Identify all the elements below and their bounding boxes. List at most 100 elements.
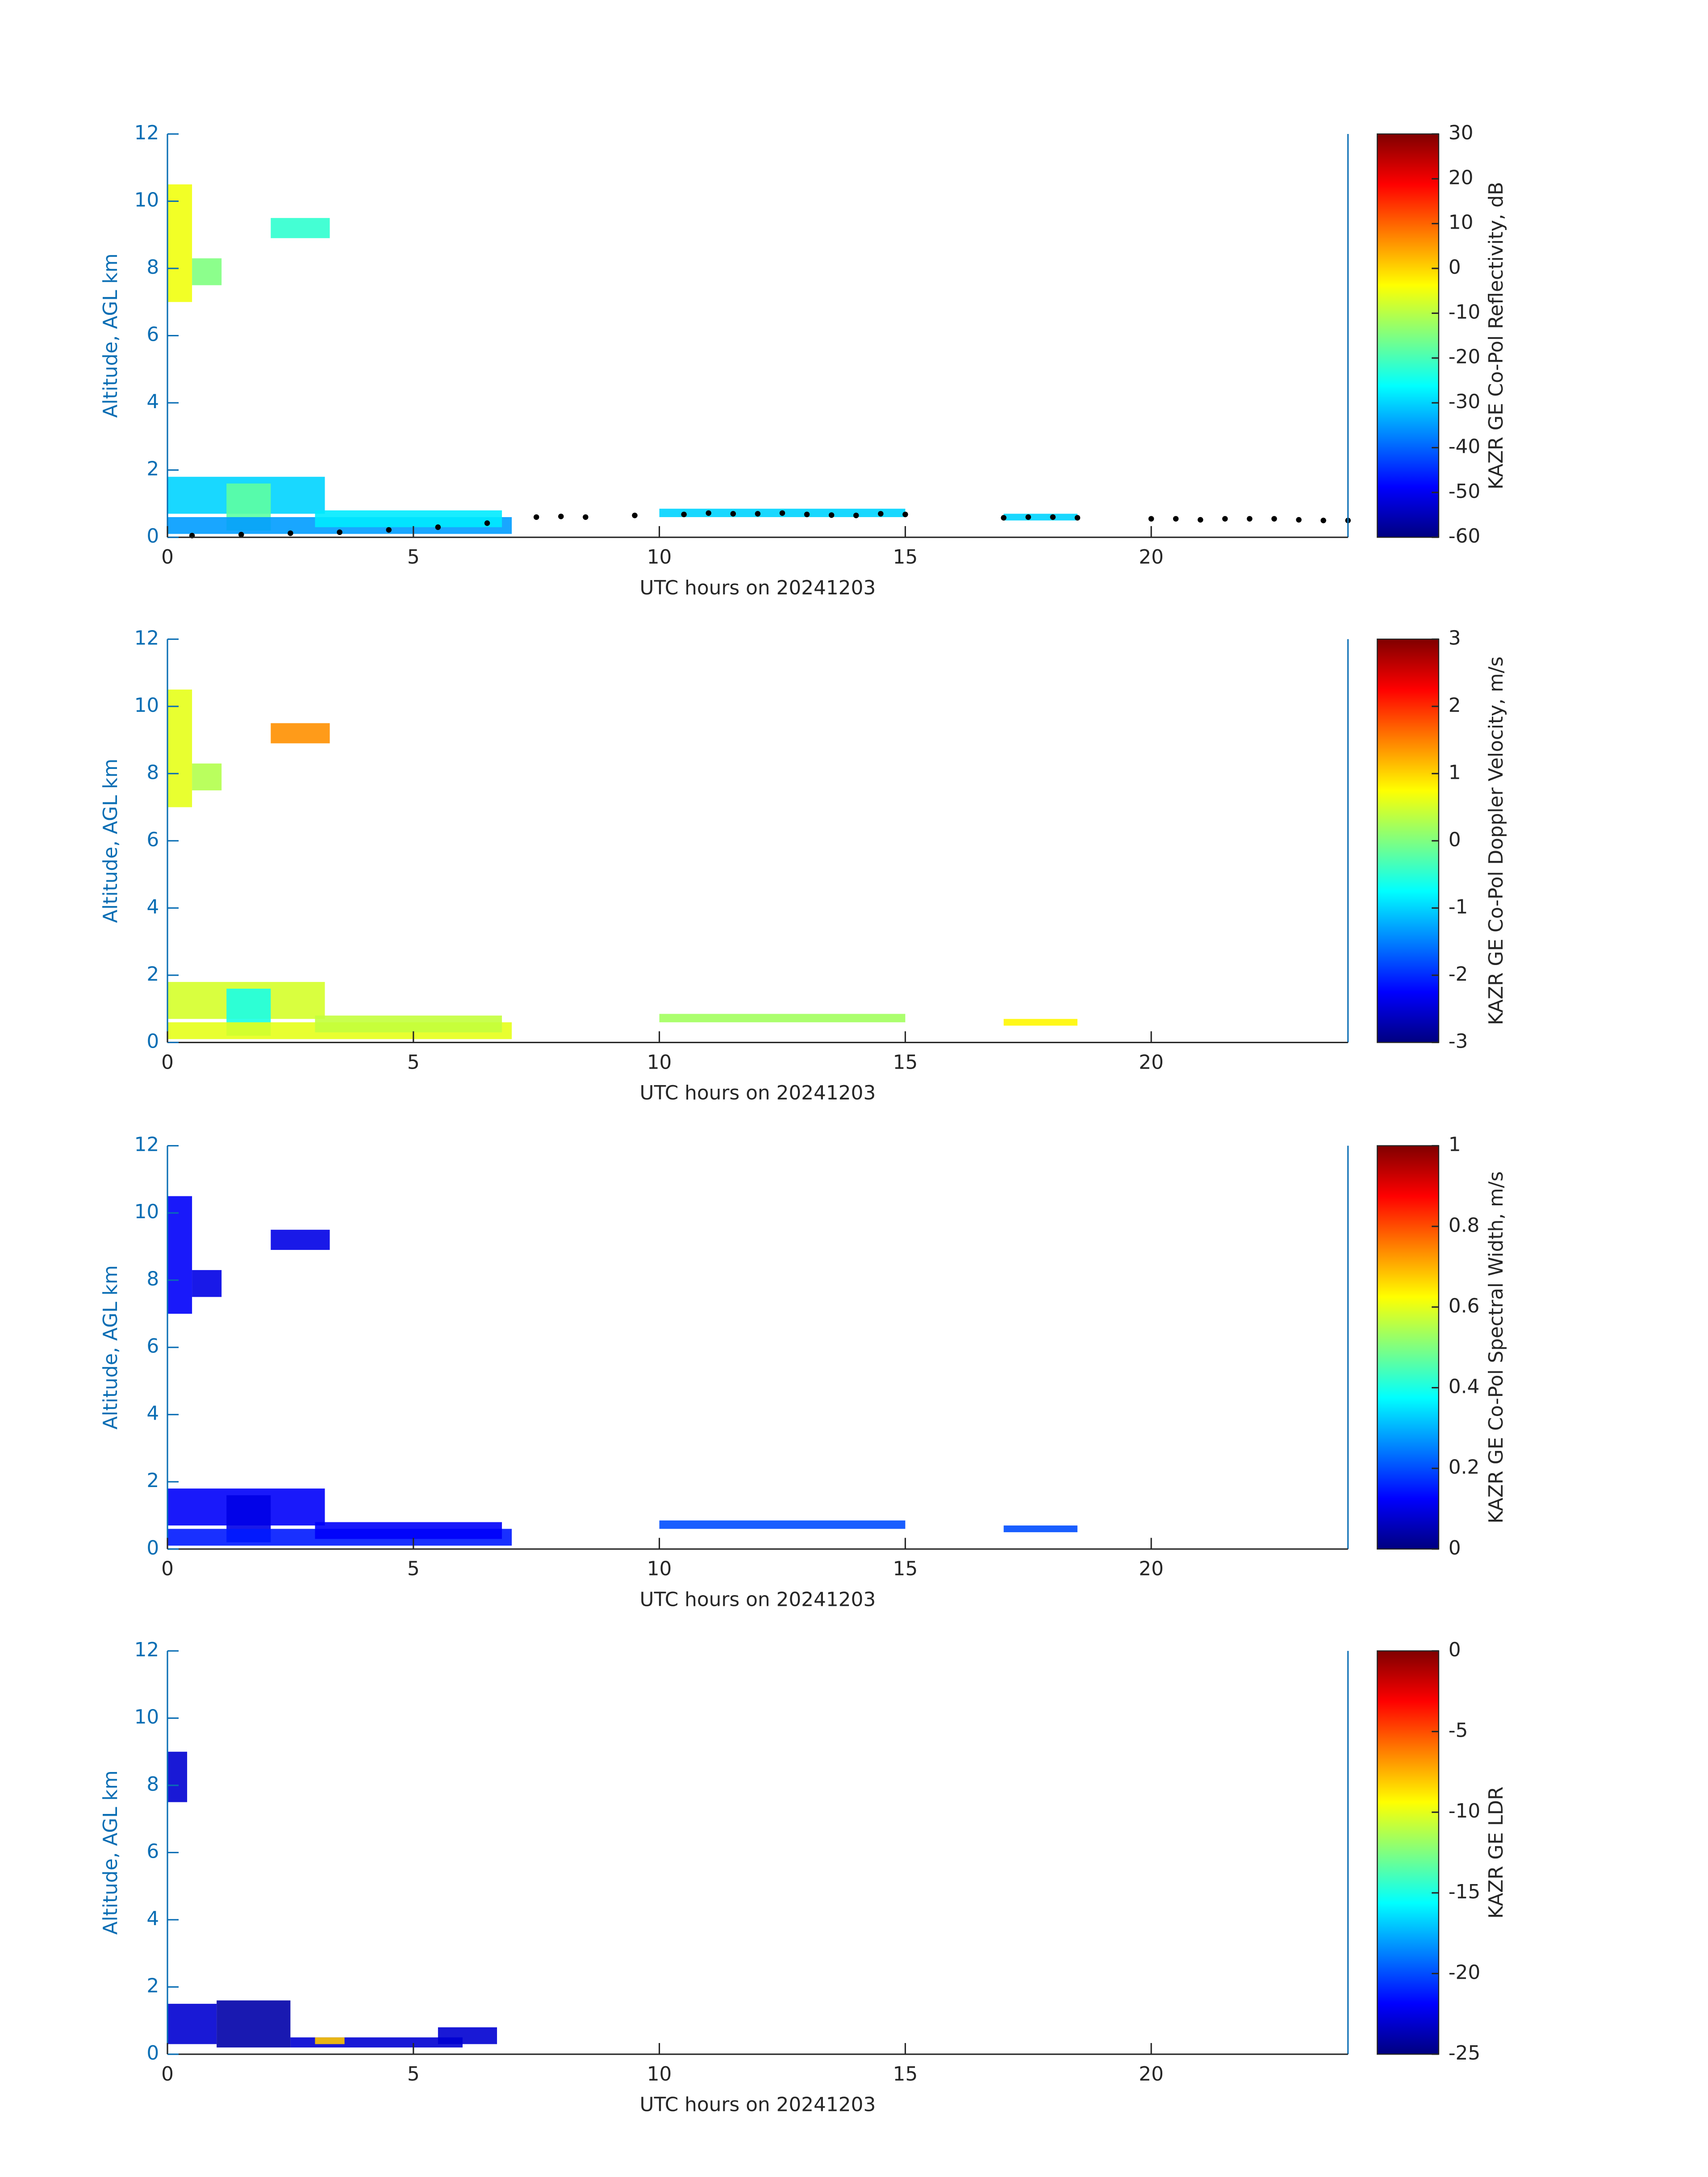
colorbar-tick-label: -20 (1449, 346, 1480, 368)
echo-cell (659, 1520, 906, 1529)
echo-cell (1003, 1525, 1077, 1533)
x-tick-label: 0 (161, 546, 174, 568)
colorbar (1377, 133, 1440, 538)
marker (1173, 516, 1179, 522)
colorbar-tick-label: -30 (1449, 390, 1480, 413)
y-tick-label: 4 (146, 1907, 159, 1930)
marker (878, 511, 884, 517)
colorbar-tick-label: 20 (1449, 166, 1474, 189)
colorbar-label: KAZR GE Co-Pol Spectral Width, m/s (1485, 1171, 1508, 1524)
x-axis-label: UTC hours on 20241203 (640, 1082, 876, 1104)
y-axis-label: Altitude, AGL km (99, 254, 122, 418)
y-tick-label: 6 (146, 1335, 159, 1358)
y-tick-label: 4 (146, 895, 159, 918)
echo-cell (315, 2037, 345, 2044)
x-tick-label: 0 (161, 2063, 174, 2085)
y-tick-label: 6 (146, 1840, 159, 1863)
marker (1271, 516, 1277, 522)
echo-cell (192, 1270, 222, 1297)
x-tick-label: 10 (647, 1558, 672, 1580)
x-tick-label: 20 (1139, 546, 1164, 568)
y-tick-label: 4 (146, 390, 159, 413)
x-axis-label: UTC hours on 20241203 (640, 2093, 876, 2116)
colorbar-tick-label: 10 (1449, 211, 1474, 234)
echo-cell (167, 689, 192, 807)
marker (238, 531, 244, 538)
x-tick-label: 10 (647, 2063, 672, 2085)
y-tick-label: 2 (146, 458, 159, 481)
marker (337, 529, 342, 535)
echo-cell (315, 1015, 502, 1032)
marker (1247, 516, 1253, 522)
y-tick-label: 12 (134, 627, 159, 649)
marker (1320, 518, 1326, 523)
y-tick-label: 8 (146, 761, 159, 784)
x-tick-label: 20 (1139, 1051, 1164, 1074)
echo-cell (659, 1014, 906, 1023)
echo-cell (1003, 514, 1077, 521)
x-tick-label: 0 (161, 1051, 174, 1074)
marker (828, 512, 835, 518)
y-tick-label: 0 (146, 525, 159, 547)
y-tick-label: 4 (146, 1402, 159, 1425)
y-tick-label: 6 (146, 323, 159, 346)
echo-cell (271, 1229, 330, 1250)
y-tick-label: 12 (134, 1638, 159, 1661)
colorbar-tick-label: 30 (1449, 121, 1474, 144)
marker (1001, 515, 1006, 521)
colorbar (1377, 1145, 1440, 1550)
marker (1074, 515, 1081, 521)
echo-cell (438, 2027, 497, 2044)
marker (1198, 517, 1203, 523)
colorbar-tick-label: 0 (1449, 256, 1461, 279)
colorbar-tick-label: 0 (1449, 1638, 1461, 1661)
y-tick-label: 6 (146, 828, 159, 851)
marker (730, 511, 736, 517)
x-axis-label: UTC hours on 20241203 (640, 577, 876, 599)
x-tick-label: 10 (647, 1051, 672, 1074)
echo-cell (192, 258, 222, 285)
y-tick-label: 2 (146, 1974, 159, 1997)
x-axis-label: UTC hours on 20241203 (640, 1588, 876, 1611)
colorbar-tick-label: -3 (1449, 1030, 1468, 1053)
colorbar (1377, 1650, 1440, 2055)
x-tick-label: 5 (407, 1558, 420, 1580)
marker (755, 511, 761, 517)
colorbar-tick-label: 0.6 (1449, 1295, 1480, 1317)
echo-cell (315, 510, 502, 527)
marker (484, 520, 490, 526)
x-tick-label: 15 (893, 1558, 918, 1580)
marker (583, 514, 589, 520)
marker (681, 511, 687, 518)
colorbar-label: KAZR GE Co-Pol Reflectivity, dB (1485, 182, 1508, 489)
y-tick-label: 0 (146, 2042, 159, 2064)
echo-cell (315, 1522, 502, 1539)
y-axis-label: Altitude, AGL km (99, 1770, 122, 1935)
marker (288, 530, 293, 536)
x-tick-label: 5 (407, 1051, 420, 1074)
colorbar-tick-label: 0 (1449, 828, 1461, 851)
colorbar-tick-label: -25 (1449, 2042, 1480, 2064)
echo-cell (271, 218, 330, 238)
y-tick-label: 10 (134, 189, 159, 212)
marker (632, 512, 638, 518)
marker (902, 511, 908, 518)
colorbar-label: KAZR GE LDR (1485, 1786, 1508, 1918)
colorbar-tick-label: -2 (1449, 963, 1468, 986)
marker (386, 527, 392, 533)
x-tick-label: 20 (1139, 1558, 1164, 1580)
colorbar-tick-label: 0.2 (1449, 1456, 1480, 1479)
marker (706, 510, 711, 516)
colorbar-tick-label: -60 (1449, 525, 1480, 547)
y-tick-label: 10 (134, 1705, 159, 1728)
marker (558, 514, 564, 519)
colorbar-tick-label: -10 (1449, 301, 1480, 323)
y-tick-label: 2 (146, 1469, 159, 1492)
y-tick-label: 8 (146, 256, 159, 279)
colorbar-tick-label: -50 (1449, 480, 1480, 503)
marker (1025, 514, 1031, 520)
x-tick-label: 5 (407, 2063, 420, 2085)
x-tick-label: 15 (893, 2063, 918, 2085)
colorbar-tick-label: 3 (1449, 627, 1461, 649)
